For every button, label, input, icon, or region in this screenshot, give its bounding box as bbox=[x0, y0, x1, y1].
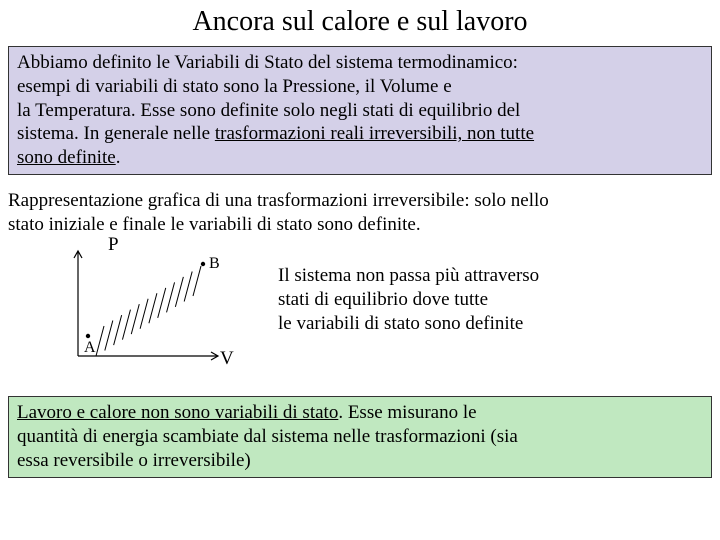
box1-line4-plain: sistema. In generale nelle bbox=[17, 123, 215, 144]
box1-line4: sistema. In generale nelle trasformazion… bbox=[17, 122, 703, 146]
pv-chart: P V AB bbox=[8, 236, 268, 386]
rcap-l2: stati di equilibrio dove tutte bbox=[278, 288, 539, 312]
svg-text:B: B bbox=[209, 255, 220, 272]
conclusion-box: Lavoro e calore non sono variabili di st… bbox=[8, 396, 712, 477]
rcap-l1: Il sistema non passa più attraverso bbox=[278, 264, 539, 288]
box2-l1-rest: . Esse misurano le bbox=[338, 402, 476, 423]
right-caption: Il sistema non passa più attraverso stat… bbox=[268, 236, 539, 335]
box2-l1: Lavoro e calore non sono variabili di st… bbox=[17, 401, 703, 425]
box1-line5-period: . bbox=[116, 147, 121, 168]
mid-text: Rappresentazione grafica di una trasform… bbox=[8, 189, 712, 237]
box1-line1: Abbiamo definito le Variabili di Stato d… bbox=[17, 51, 703, 75]
box1-line3: la Temperatura. Esse sono definite solo … bbox=[17, 99, 703, 123]
mid-l2: stato iniziale e finale le variabili di … bbox=[8, 213, 712, 237]
rcap-l3: le variabili di stato sono definite bbox=[278, 312, 539, 336]
box1-line2: esempi di variabili di stato sono la Pre… bbox=[17, 75, 703, 99]
page-title: Ancora sul calore e sul lavoro bbox=[0, 0, 720, 46]
svg-text:A: A bbox=[84, 339, 96, 356]
mid-l1: Rappresentazione grafica di una trasform… bbox=[8, 189, 712, 213]
box2-l2: quantità di energia scambiate dal sistem… bbox=[17, 425, 703, 449]
pv-chart-svg: AB bbox=[8, 236, 268, 386]
diagram-row: P V AB Il sistema non passa più attraver… bbox=[8, 236, 712, 386]
box1-line5-underlined: sono definite bbox=[17, 147, 116, 168]
definition-box: Abbiamo definito le Variabili di Stato d… bbox=[8, 46, 712, 175]
box1-line5: sono definite. bbox=[17, 146, 703, 170]
box2-l1-underlined: Lavoro e calore non sono variabili di st… bbox=[17, 402, 338, 423]
box1-line4-underlined: trasformazioni reali irreversibili, non … bbox=[215, 123, 534, 144]
box2-l3: essa reversibile o irreversibile) bbox=[17, 449, 703, 473]
